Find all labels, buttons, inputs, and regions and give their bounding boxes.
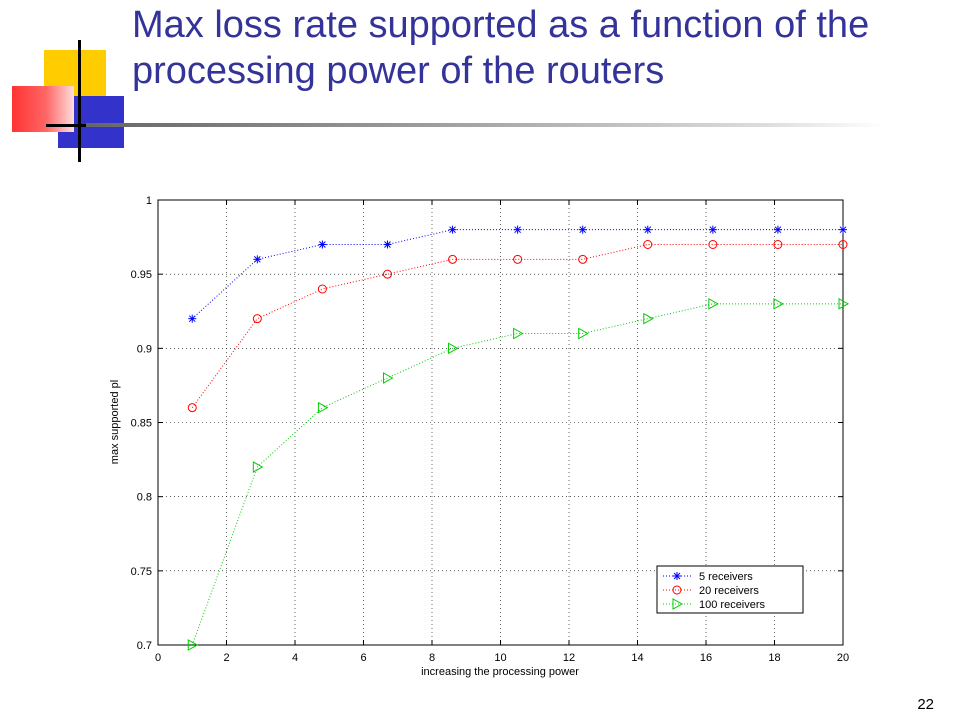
legend: 5 receivers 20 receivers 100 receivers [656, 565, 804, 614]
data-point [252, 314, 262, 324]
legend-label: 100 receivers [699, 599, 766, 611]
data-point [578, 327, 589, 340]
x-axis-label: increasing the processing power [421, 666, 579, 678]
data-point [838, 240, 848, 249]
data-point [773, 297, 784, 310]
series-2 [187, 297, 850, 651]
data-point [578, 254, 588, 264]
series-0 [188, 225, 847, 323]
data-point [188, 314, 197, 323]
data-point [448, 342, 459, 355]
x-tick-label: 18 [768, 652, 780, 664]
data-point [513, 327, 524, 340]
x-tick-label: 12 [563, 652, 575, 664]
data-point [643, 225, 652, 234]
y-tick-label: 0.7 [137, 640, 152, 652]
decor-vertical-line [78, 40, 81, 162]
x-tick-label: 16 [700, 652, 712, 664]
x-tick-label: 4 [292, 652, 298, 664]
series-group [187, 225, 850, 651]
data-point [317, 401, 329, 414]
legend-marker [672, 585, 682, 595]
legend-marker [672, 598, 684, 610]
y-tick-label: 0.95 [131, 269, 152, 281]
data-point [448, 254, 458, 264]
data-point [187, 403, 197, 413]
y-tick-label: 0.75 [131, 566, 152, 578]
data-point [708, 240, 718, 249]
x-tick-label: 0 [155, 652, 161, 664]
x-tick-label: 20 [837, 652, 849, 664]
y-axis-label: max supported pl [109, 380, 121, 464]
title-underline [86, 123, 886, 127]
data-point [513, 254, 523, 264]
x-tick-label: 14 [631, 652, 643, 664]
data-point [252, 461, 264, 473]
data-point [382, 269, 392, 279]
legend-label: 20 receivers [699, 585, 759, 597]
data-point [643, 240, 653, 249]
data-point [317, 284, 327, 294]
slide-title: Max loss rate supported as a function of… [132, 4, 870, 92]
data-point [253, 255, 262, 264]
data-point [448, 225, 457, 234]
x-tick-label: 8 [429, 652, 435, 664]
y-tick-label: 1 [146, 195, 152, 207]
data-point [578, 225, 587, 234]
x-tick-label: 6 [360, 652, 366, 664]
legend-label: 5 receivers [699, 571, 753, 583]
axis-ticks: 0 2 4 6 8 10 12 14 16 18 20 0.7 0.75 0.8 0.85 0.9 0.95 1 [131, 195, 850, 664]
page-number: 22 [917, 696, 934, 713]
data-point [643, 312, 654, 325]
data-point [838, 297, 850, 310]
data-point [708, 297, 719, 310]
data-point [383, 240, 392, 249]
data-point [513, 225, 522, 234]
y-tick-label: 0.8 [137, 492, 152, 504]
x-tick-label: 2 [223, 652, 229, 664]
data-point [318, 240, 327, 249]
data-point [382, 372, 394, 384]
y-tick-label: 0.9 [137, 343, 152, 355]
legend-marker [673, 572, 681, 580]
y-tick-label: 0.85 [131, 418, 152, 430]
data-point [839, 225, 847, 234]
data-point [187, 639, 199, 651]
x-tick-label: 10 [494, 652, 506, 664]
data-point [773, 240, 783, 249]
data-point [773, 225, 782, 234]
series-1 [187, 240, 848, 413]
data-point [708, 225, 717, 234]
